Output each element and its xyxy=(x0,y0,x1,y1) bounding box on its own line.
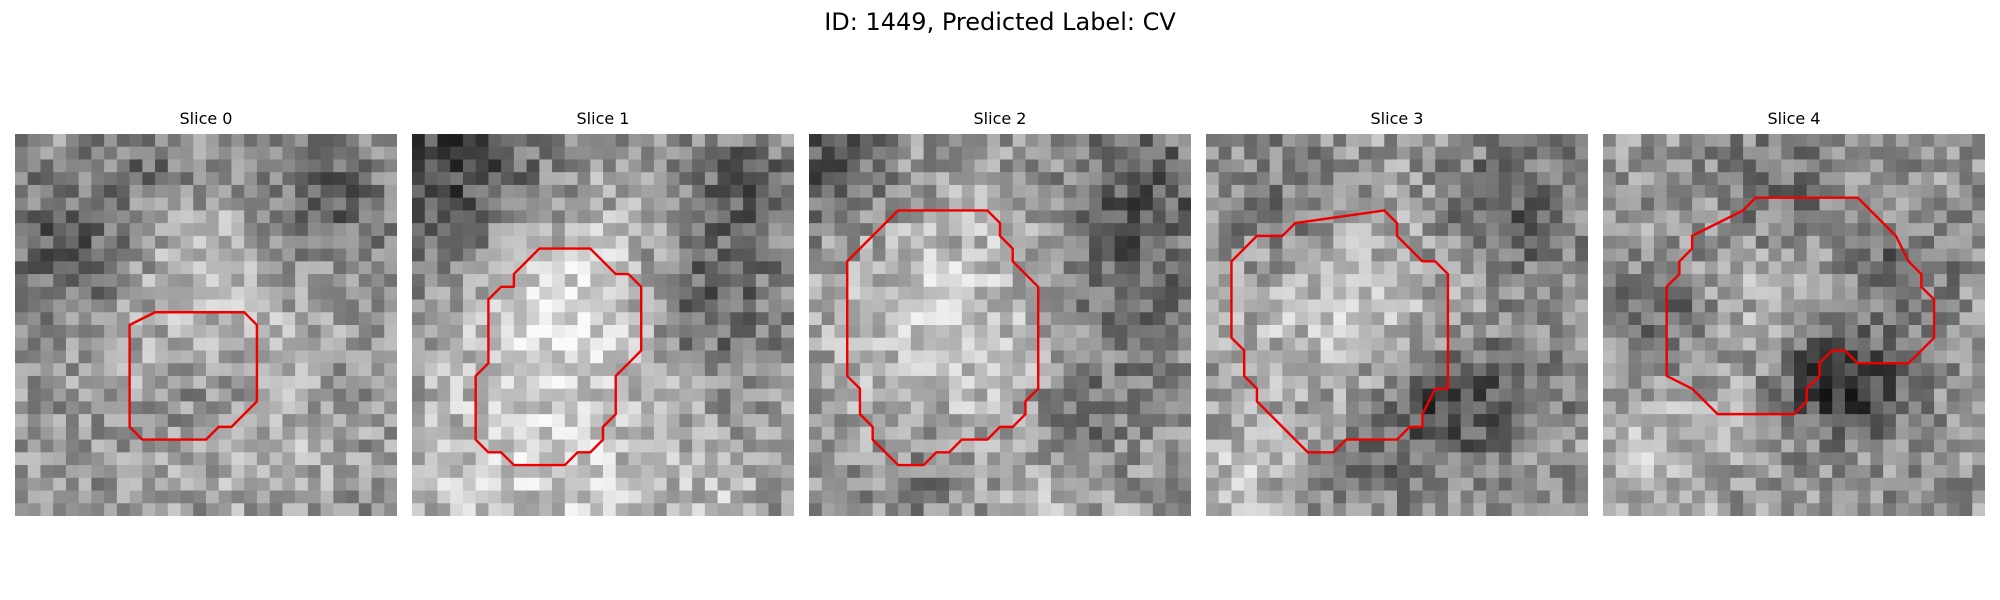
slice-panel-4: Slice 4 xyxy=(1603,108,1985,516)
slice-image-1 xyxy=(412,134,794,516)
slice-title-2: Slice 2 xyxy=(973,109,1027,128)
slice-image-4 xyxy=(1603,134,1985,516)
slice-title-0: Slice 0 xyxy=(179,109,233,128)
slice-panel-0: Slice 0 xyxy=(15,108,397,516)
contour-outline-0 xyxy=(128,311,259,441)
contour-outline-1 xyxy=(474,247,643,467)
contour-outline-3 xyxy=(1230,209,1450,454)
slice-image-0 xyxy=(15,134,397,516)
slice-title-1: Slice 1 xyxy=(576,109,630,128)
slice-image-3 xyxy=(1206,134,1588,516)
slice-panel-3: Slice 3 xyxy=(1206,108,1588,516)
figure-title: ID: 1449, Predicted Label: CV xyxy=(824,8,1176,36)
slice-image-2 xyxy=(809,134,1191,516)
slice-panel-2: Slice 2 xyxy=(809,108,1191,516)
slice-title-4: Slice 4 xyxy=(1767,109,1821,128)
slice-title-3: Slice 3 xyxy=(1370,109,1424,128)
contour-outline-4 xyxy=(1665,196,1936,416)
contour-outline-2 xyxy=(845,209,1040,467)
slice-panel-1: Slice 1 xyxy=(412,108,794,516)
